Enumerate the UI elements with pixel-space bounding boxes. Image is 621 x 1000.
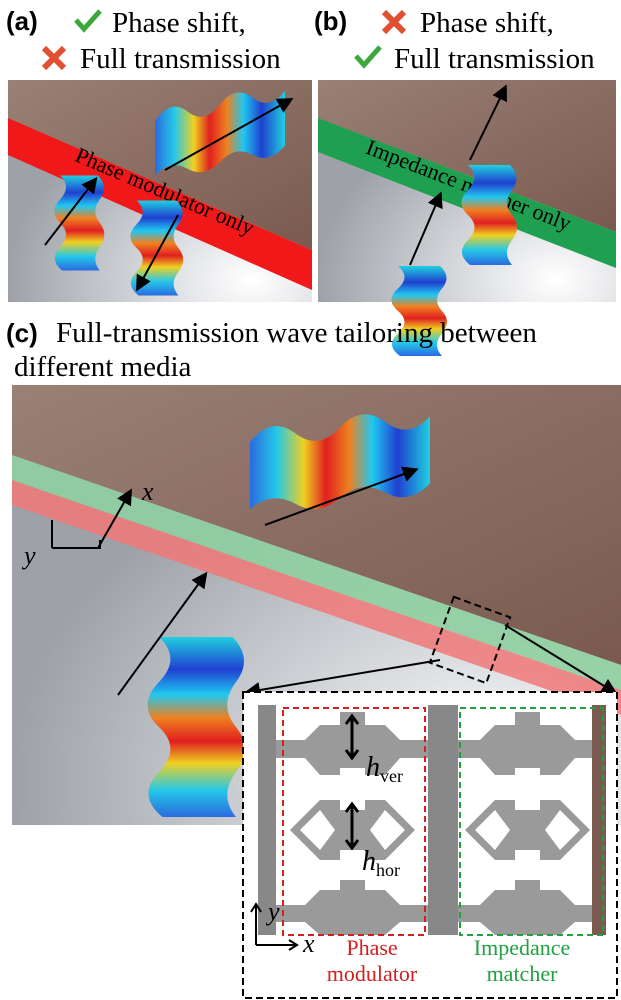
inset: hver hhor y x Phase modulator Impedance … [243, 692, 617, 998]
axis-label: x [141, 477, 154, 506]
inset-label: Impedance [474, 935, 571, 960]
axis-label: y [21, 541, 36, 570]
axis-label: y [265, 897, 280, 926]
header-text: Full transmission [80, 43, 281, 75]
wall [428, 705, 458, 935]
panel-label: (c) [6, 318, 38, 348]
panel-label: (b) [314, 6, 347, 36]
header-text: Phase shift, [112, 7, 246, 39]
page: Figure {"panel_a":{"label":"(a)","check_… [0, 0, 621, 1000]
inset-label: Phase [346, 935, 397, 960]
cross-icon [384, 12, 404, 32]
check-icon [76, 11, 100, 29]
header-text: Full transmission [394, 43, 595, 75]
panel-title: different media [14, 351, 192, 383]
panel-title: Full-transmission wave tailoring between [56, 317, 537, 349]
subscript: hor [376, 860, 400, 880]
body: (a) Phase shift, Full transmission (b) P… [0, 0, 621, 1000]
subscript: ver [380, 766, 403, 786]
panel-label: (a) [6, 6, 38, 36]
figure: (a) Phase shift, Full transmission (b) P… [0, 0, 621, 1000]
header-text: Phase shift, [420, 7, 554, 39]
cross-icon [44, 48, 64, 68]
inset-label: modulator [327, 961, 418, 986]
panel-a-image: Phase modulator only [8, 80, 312, 302]
inset-label: matcher [487, 961, 559, 986]
symbol: h [366, 752, 380, 783]
symbol: h [362, 846, 376, 877]
check-icon [356, 47, 380, 65]
panel-b-image: Impedance matcher only [318, 80, 616, 356]
axis-label: x [302, 929, 315, 958]
